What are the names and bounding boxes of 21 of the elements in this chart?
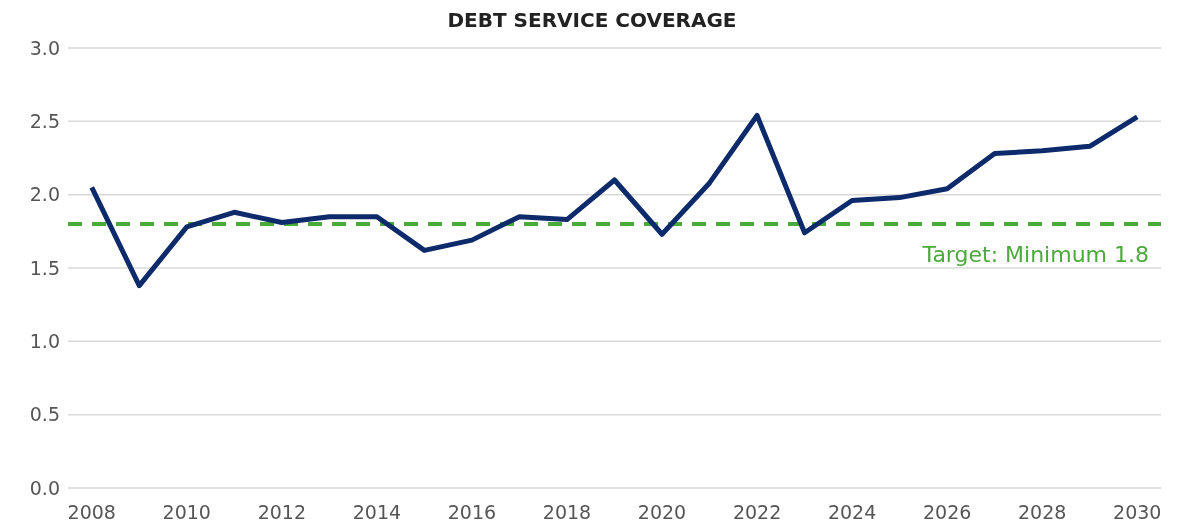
y-tick-label: 3.0: [29, 36, 60, 59]
x-tick-label: 2030: [1113, 501, 1162, 524]
x-tick-label: 2014: [352, 501, 402, 524]
x-tick-label: 2010: [162, 501, 211, 524]
y-tick-label: 1.0: [29, 330, 60, 353]
chart-title: DEBT SERVICE COVERAGE: [446, 8, 738, 34]
y-tick-label: 2.5: [29, 110, 60, 133]
x-tick-label: 2016: [447, 501, 497, 524]
y-tick-label: 1.5: [29, 256, 60, 279]
x-tick-label: 2024: [827, 501, 877, 524]
x-tick-label: 2008: [67, 501, 116, 524]
x-tick-label: 2026: [922, 501, 972, 524]
x-tick-label: 2020: [637, 501, 687, 524]
x-tick-label: 2022: [732, 501, 782, 524]
x-tick-label: 2028: [1018, 501, 1067, 524]
y-tick-label: 0.5: [29, 403, 60, 426]
x-tick-label: 2012: [257, 501, 307, 524]
x-tick-label: 2018: [542, 501, 592, 524]
y-tick-label: 2.0: [29, 183, 60, 206]
ref-line-label: Target: Minimum 1.8: [921, 242, 1149, 267]
y-tick-label: 0.0: [29, 476, 60, 499]
